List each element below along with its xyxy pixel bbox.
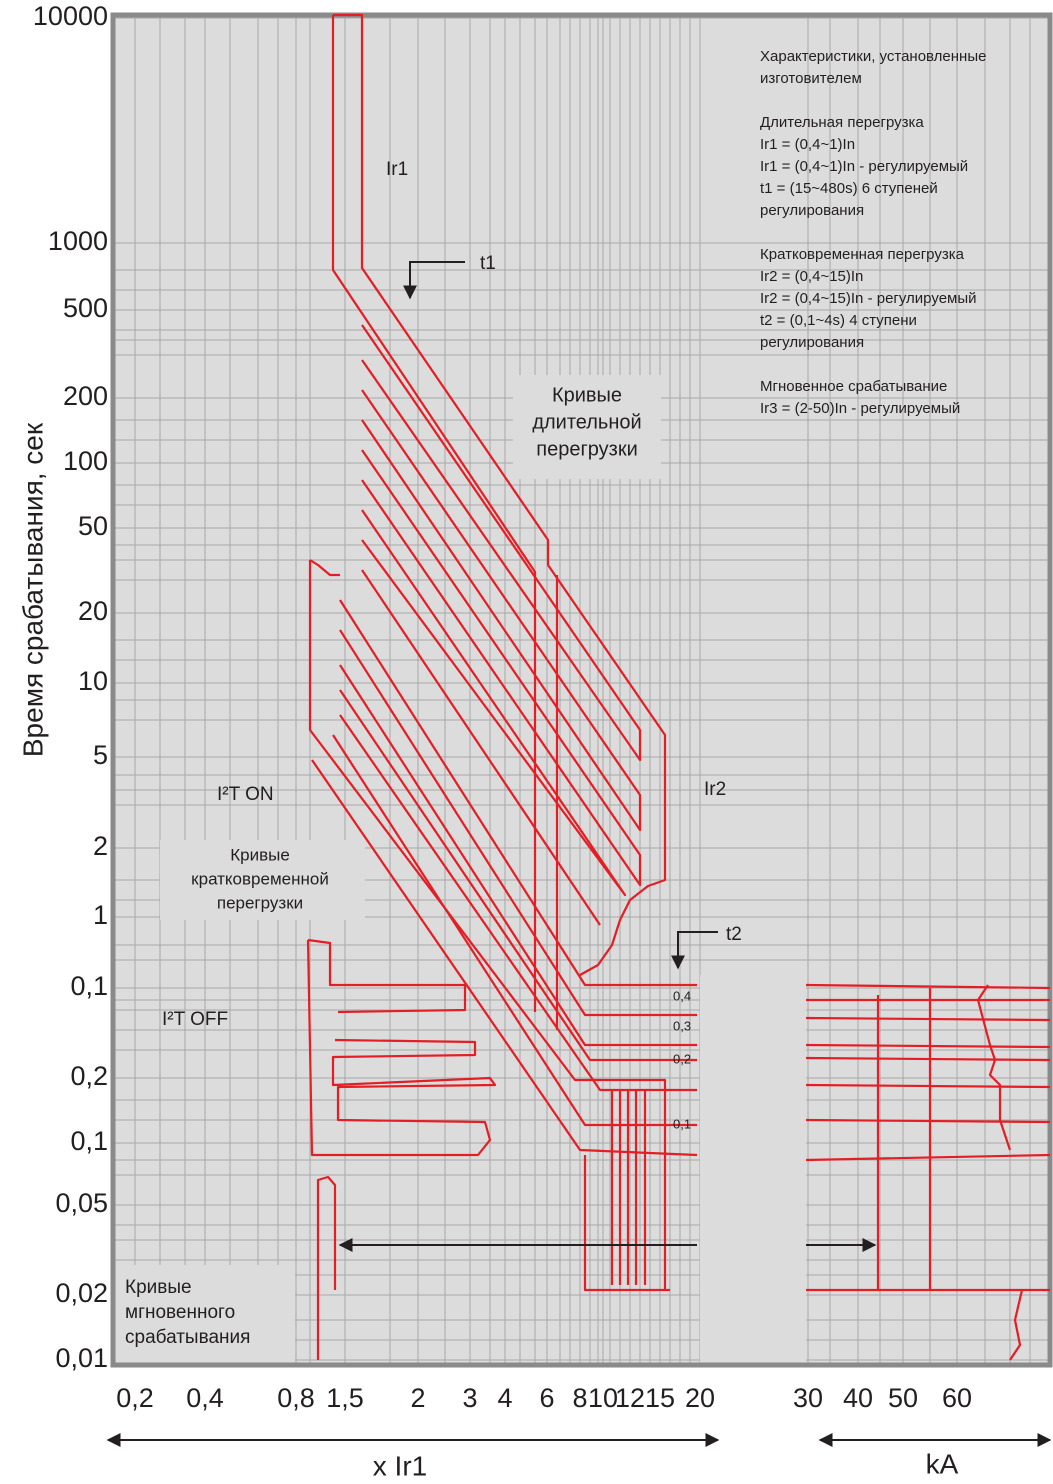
x-tick-label: 0,2	[116, 1383, 154, 1413]
annotation: Ir2	[704, 779, 726, 800]
annotation: срабатывания	[125, 1327, 250, 1348]
info-line: t2 = (0,1~4s) 4 ступени	[760, 312, 917, 329]
info-line: Ir2 = (0,4~15)In - регулируемый	[760, 290, 977, 307]
info-line: Длительная перегрузка	[760, 114, 924, 131]
annotation: t2	[726, 924, 742, 945]
y-tick-label: 5	[93, 740, 108, 770]
y-tick-label: 20	[78, 596, 108, 626]
y-tick-label: 50	[78, 511, 108, 541]
curves	[306, 13, 1051, 1361]
label-box	[160, 840, 365, 920]
annotation: кратковременной	[191, 869, 329, 888]
y-tick-label: 2	[93, 831, 108, 861]
x-tick-label: 2	[410, 1383, 425, 1413]
x-tick-label: 20	[685, 1383, 715, 1413]
annotation: перегрузки	[217, 893, 303, 912]
info-line: Мгновенное срабатывание	[760, 378, 947, 395]
y-tick-label: 10000	[33, 1, 108, 31]
y-tick-label: 500	[63, 293, 108, 323]
x-tick-label: 50	[888, 1383, 918, 1413]
y-axis-label: Время срабатывания, сек	[17, 422, 48, 757]
annotation: перегрузки	[536, 438, 637, 460]
y-tick-label: 200	[63, 381, 108, 411]
annotation: Ir1	[386, 159, 408, 180]
info-line: регулирования	[760, 202, 864, 219]
y-tick-label: 0,2	[70, 1061, 108, 1091]
info-line: t1 = (15~480s) 6 ступеней	[760, 180, 938, 197]
annotation: Кривые	[552, 384, 622, 406]
x-tick-label: 0,4	[186, 1383, 224, 1413]
arrows	[106, 261, 1052, 1447]
info-line: Характеристики, установленные	[760, 48, 986, 65]
gap	[700, 975, 806, 1365]
x-axis-label: x Ir1	[373, 1450, 427, 1481]
annotation: I²T ON	[217, 784, 274, 805]
annotation: t1	[480, 253, 496, 274]
plot-border	[110, 12, 1053, 1368]
info-line: изготовителем	[760, 70, 862, 87]
x-tick-label: 12	[615, 1383, 645, 1413]
y-tick-label: 10	[78, 666, 108, 696]
y-tick-label: 0,02	[55, 1278, 108, 1308]
info-line: Ir2 = (0,4~15)In	[760, 268, 863, 285]
info-line: Кратковременная перегрузка	[760, 246, 965, 263]
step-label: 0,2	[673, 1051, 691, 1066]
annotation: мгновенного	[125, 1302, 235, 1323]
annotation: Кривые	[125, 1277, 192, 1298]
y-tick-label: 1	[93, 900, 108, 930]
y-tick-label: 1000	[48, 226, 108, 256]
x-tick-label: 4	[497, 1383, 512, 1413]
info-line: регулирования	[760, 334, 864, 351]
y-tick-label: 0,05	[55, 1188, 108, 1218]
y-tick-label: 0,1	[70, 971, 108, 1001]
y-tick-label: 100	[63, 446, 108, 476]
label-box	[115, 1265, 295, 1363]
info-line: Ir1 = (0,4~1)In	[760, 136, 855, 153]
x-tick-label: 3	[462, 1383, 477, 1413]
x-tick-label: 0,8	[277, 1383, 315, 1413]
info-line: Ir3 = (2-50)In - регулируемый	[760, 400, 960, 417]
y-tick-label: 0,1	[70, 1126, 108, 1156]
step-label: 0,4	[673, 988, 691, 1003]
info-line: Ir1 = (0,4~1)In - регулируемый	[760, 158, 968, 175]
plot-area	[113, 15, 1050, 1365]
x-tick-label: 30	[793, 1383, 823, 1413]
annotation: Кривые	[230, 845, 290, 864]
step-label: 0,3	[673, 1018, 691, 1033]
annotation: длительной	[532, 411, 641, 433]
x-tick-label: 1,5	[326, 1383, 364, 1413]
label-box	[513, 375, 661, 479]
y-tick-label: 0,01	[55, 1343, 108, 1373]
x-tick-label: 60	[942, 1383, 972, 1413]
x-tick-label: 10	[588, 1383, 618, 1413]
x-axis-label: kA	[926, 1448, 959, 1479]
x-tick-label: 40	[843, 1383, 873, 1413]
annotation: I²T OFF	[162, 1009, 228, 1030]
x-tick-label: 6	[539, 1383, 554, 1413]
step-label: 0,1	[673, 1116, 691, 1131]
x-tick-label: 15	[645, 1383, 675, 1413]
x-tick-label: 8	[572, 1383, 587, 1413]
